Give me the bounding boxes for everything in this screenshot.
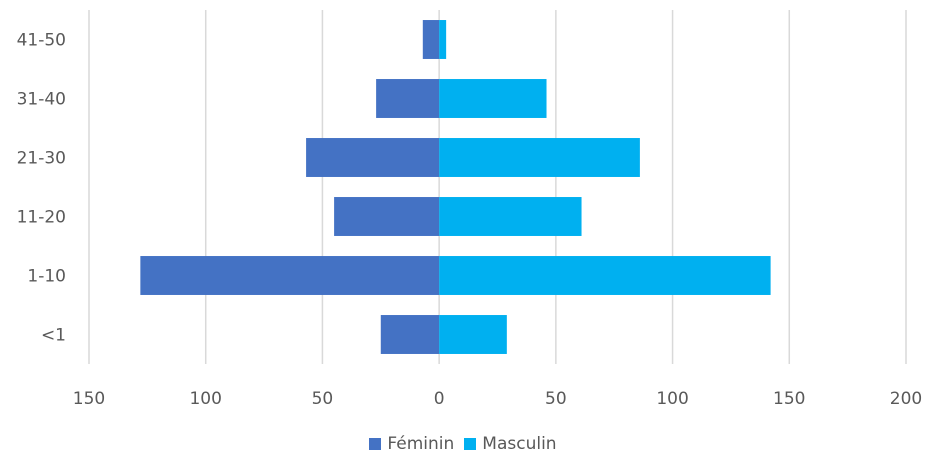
- legend-item-feminin: Féminin: [369, 434, 454, 454]
- x-tick-label: 0: [434, 389, 445, 409]
- y-tick-label: 21-30: [17, 149, 66, 169]
- x-tick-label: 100: [189, 389, 221, 409]
- legend-label-masculin: Masculin: [482, 434, 557, 454]
- x-tick-label: 100: [656, 389, 688, 409]
- bar-masculin: [439, 256, 771, 295]
- legend-swatch-feminin: [369, 438, 382, 450]
- pyramid-bar-chart: 150 100 50 0 50 100 150 200 <1 1-10 11-20 21-30 31-4…: [17, 10, 923, 410]
- bar-feminin: [422, 20, 440, 59]
- bar-feminin: [306, 138, 440, 177]
- bar-masculin: [439, 79, 547, 118]
- bar-masculin: [439, 315, 507, 354]
- bar-feminin: [140, 256, 440, 295]
- y-tick-label: 11-20: [17, 208, 66, 228]
- bar-masculin: [439, 197, 582, 236]
- bars: [140, 20, 771, 354]
- bar-feminin: [376, 79, 440, 118]
- x-tick-label: 150: [73, 389, 105, 409]
- bar-feminin: [334, 197, 440, 236]
- y-tick-label: 41-50: [17, 31, 66, 51]
- gridlines: [88, 10, 907, 364]
- y-tick-label: <1: [41, 326, 66, 346]
- bar-masculin: [439, 138, 640, 177]
- bar-feminin: [380, 315, 440, 354]
- bar-masculin: [439, 20, 447, 59]
- x-tick-label: 200: [890, 389, 922, 409]
- legend-item-masculin: Masculin: [464, 434, 557, 454]
- x-tick-label: 150: [773, 389, 805, 409]
- y-tick-label: 1-10: [27, 267, 66, 287]
- y-tick-label: 31-40: [17, 90, 66, 110]
- axes: 150 100 50 0 50 100 150 200 <1 1-10 11-20 21-30 31-4…: [17, 31, 923, 410]
- x-tick-label: 50: [545, 389, 567, 409]
- legend: Féminin Masculin: [0, 434, 926, 454]
- legend-swatch-masculin: [464, 438, 477, 450]
- legend-label-feminin: Féminin: [387, 434, 455, 454]
- x-tick-label: 50: [312, 389, 334, 409]
